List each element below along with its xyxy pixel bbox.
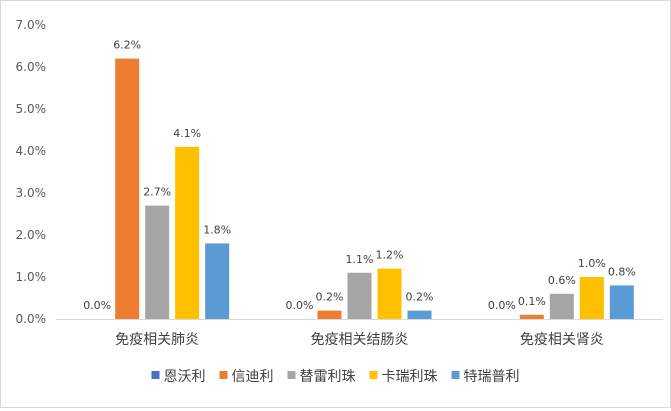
y-tick-label: 2.0%: [16, 228, 47, 242]
data-label: 0.2%: [316, 291, 344, 304]
bar-4-2: [377, 268, 402, 319]
category-label: 免疫相关肺炎: [115, 332, 199, 348]
legend-label: 替雷利珠: [300, 369, 356, 385]
data-label: 6.2%: [113, 39, 141, 52]
legend-item: 替雷利珠: [287, 369, 356, 385]
y-tick-label: 0.0%: [16, 312, 47, 326]
y-tick-label: 6.0%: [16, 60, 47, 74]
data-label: 2.7%: [143, 186, 171, 199]
data-label: 0.0%: [83, 299, 111, 312]
legend-swatch: [151, 371, 160, 379]
y-tick-label: 4.0%: [16, 144, 47, 158]
x-axis: 免疫相关肺炎 免疫相关结肠炎 免疫相关肾炎: [56, 319, 663, 348]
data-label: 0.0%: [488, 299, 516, 312]
bar-5-2: [407, 310, 432, 319]
data-label: 1.2%: [376, 249, 404, 262]
bar-3-2: [347, 272, 372, 319]
legend-item: 信迪利: [219, 369, 274, 385]
bar-5-1: [205, 243, 230, 319]
legend-label: 特瑞普利: [464, 369, 520, 385]
legend-swatch: [451, 371, 460, 379]
y-axis: 0.0% 1.0% 2.0% 3.0% 4.0% 5.0% 6.0% 7.0%: [16, 18, 47, 326]
bar-2-1: [115, 58, 140, 319]
legend-swatch: [287, 371, 296, 379]
legend-item: 特瑞普利: [451, 369, 520, 385]
data-label: 1.8%: [203, 223, 231, 236]
legend-item: 卡瑞利珠: [369, 369, 438, 385]
data-label: 1.0%: [578, 257, 606, 270]
y-tick-label: 3.0%: [16, 186, 47, 200]
legend-swatch: [369, 371, 378, 379]
legend-label: 信迪利: [232, 369, 274, 385]
category-label: 免疫相关结肠炎: [311, 332, 409, 348]
bar-2-2: [317, 310, 342, 319]
data-label: 0.2%: [406, 291, 434, 304]
category-label: 免疫相关肾炎: [520, 332, 604, 348]
data-label: 0.0%: [286, 299, 314, 312]
y-tick-label: 5.0%: [16, 102, 47, 116]
data-labels: 0.0%6.2%2.7%4.1%1.8%0.0%0.2%1.1% 1.2%0.2%…: [83, 39, 636, 312]
bar-4-1: [175, 146, 200, 319]
data-label: 0.1%: [518, 295, 546, 308]
data-label: 1.1%: [346, 253, 374, 266]
legend-label: 卡瑞利珠: [382, 369, 438, 385]
y-tick-label: 7.0%: [16, 18, 47, 32]
bars: [115, 58, 634, 319]
legend-item: 恩沃利: [151, 369, 206, 385]
legend: 恩沃利 信迪利 替雷利珠 卡瑞利珠 特瑞普利: [151, 369, 520, 385]
bar-3-3: [549, 293, 574, 319]
bar-4-3: [579, 277, 604, 319]
y-tick-label: 1.0%: [16, 270, 47, 284]
data-label: 0.8%: [608, 265, 636, 278]
bar-2-3: [519, 314, 544, 319]
bar-5-3: [609, 285, 634, 319]
data-label: 4.1%: [173, 127, 201, 140]
data-label: 0.6%: [548, 274, 576, 287]
bar-3-1: [145, 205, 170, 319]
legend-label: 恩沃利: [164, 369, 206, 385]
legend-swatch: [219, 371, 228, 379]
